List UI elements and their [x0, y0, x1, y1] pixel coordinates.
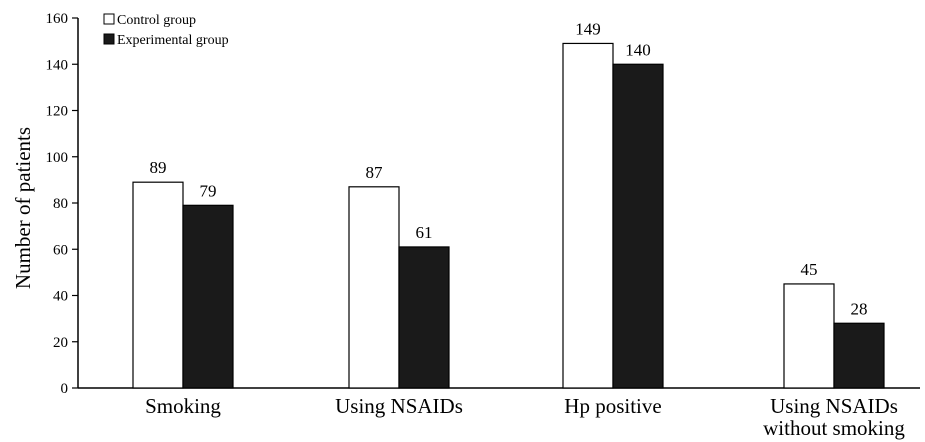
- bar-control: [783, 283, 835, 389]
- bar-value-label: 28: [851, 299, 868, 318]
- y-ticks: 0 20 40 60 80 100 120 140 160: [46, 11, 78, 397]
- y-tick-label: 60: [53, 242, 68, 258]
- bar-experimental: [833, 322, 885, 389]
- y-tick-label: 160: [46, 11, 69, 27]
- y-tick-label: 100: [46, 150, 69, 166]
- y-tick-label: 40: [53, 289, 68, 305]
- bar-value-label: 89: [150, 158, 167, 177]
- bar-experimental: [398, 246, 450, 389]
- legend-swatch-experimental: [103, 33, 115, 45]
- y-axis-title: Number of patients: [11, 127, 35, 289]
- legend-swatch-control: [103, 13, 115, 25]
- x-category-label: Using NSAIDs without smoking: [763, 394, 905, 440]
- legend-label-control: Control group: [117, 13, 196, 28]
- bar-experimental: [182, 204, 234, 389]
- bar-value-label: 149: [575, 19, 601, 38]
- y-tick-label: 140: [46, 57, 69, 73]
- category-labels: Smoking Using NSAIDs Hp positive Using NSAI…: [145, 394, 905, 440]
- legend: Control group Experimental group: [103, 13, 229, 48]
- value-labels: 89 87 149 45 79 61 140 28: [150, 19, 868, 318]
- bar-value-label: 140: [625, 40, 651, 59]
- bar-control: [562, 42, 614, 389]
- bar-value-label: 61: [416, 223, 433, 242]
- y-tick-label: 0: [61, 381, 69, 397]
- bar-experimental: [612, 63, 664, 389]
- x-category-label: Smoking: [145, 394, 221, 418]
- x-category-label: Using NSAIDs: [335, 394, 463, 418]
- x-category-label: Hp positive: [564, 394, 661, 418]
- bars: [132, 42, 885, 389]
- bar-value-label: 79: [200, 181, 217, 200]
- legend-label-experimental: Experimental group: [117, 33, 229, 48]
- y-tick-label: 20: [53, 335, 68, 351]
- bar-value-label: 87: [366, 163, 384, 182]
- bar-value-label: 45: [801, 260, 818, 279]
- bar-control: [348, 186, 400, 389]
- bar-control: [132, 181, 184, 389]
- y-tick-label: 120: [46, 104, 69, 120]
- y-tick-label: 80: [53, 196, 68, 212]
